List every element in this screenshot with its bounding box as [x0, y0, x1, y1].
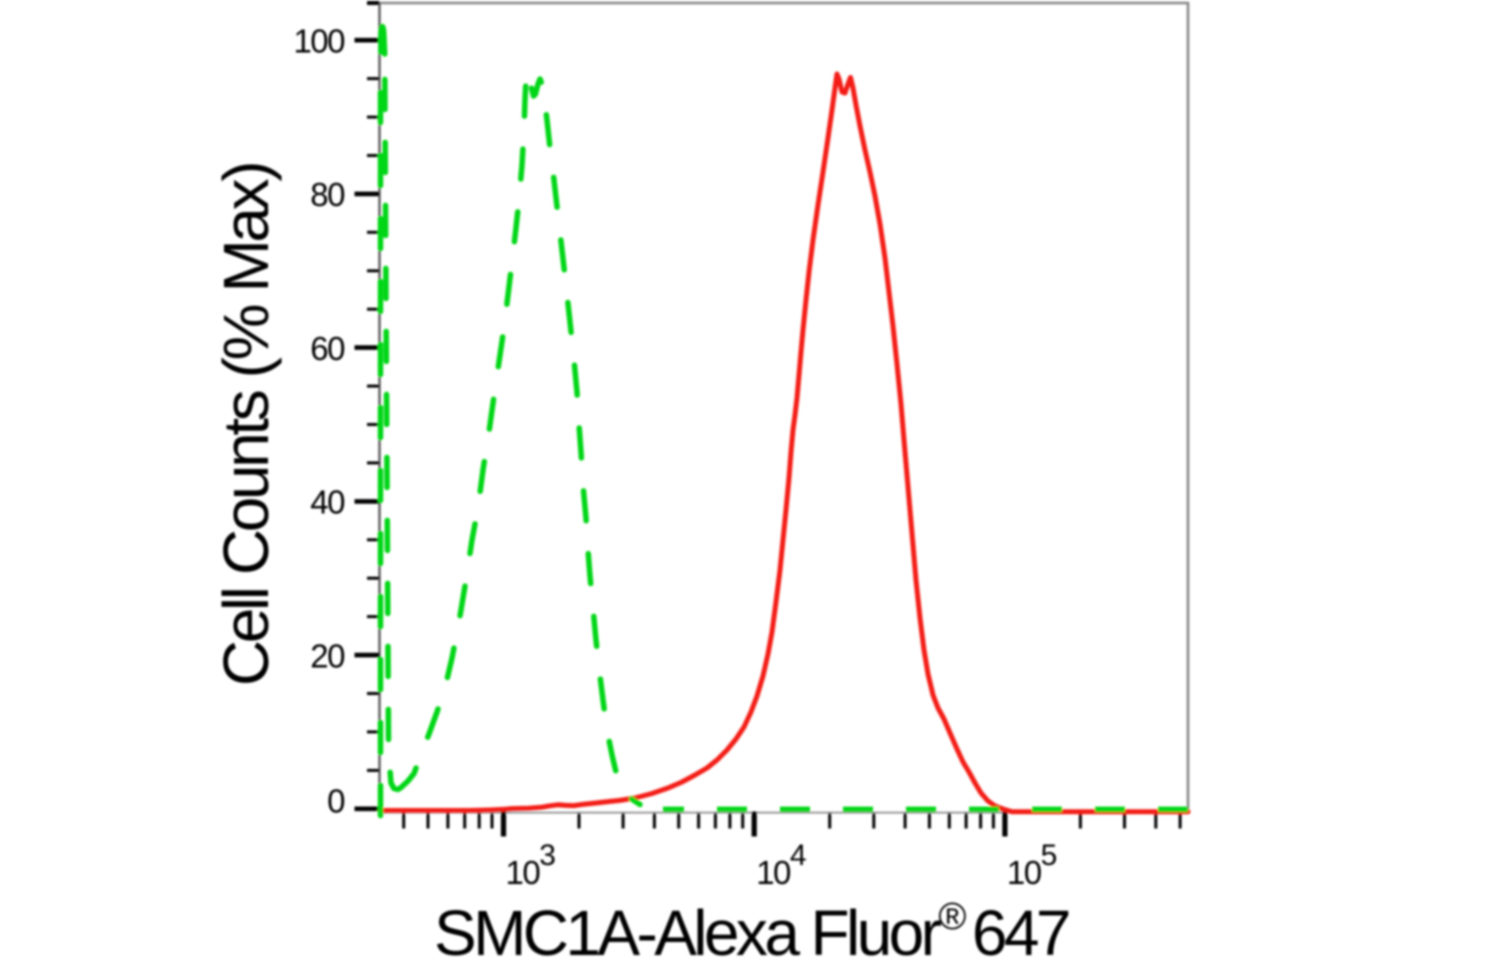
svg-text:0: 0	[327, 783, 345, 820]
svg-text:80: 80	[310, 176, 345, 213]
svg-text:100: 100	[293, 23, 345, 60]
svg-text:40: 40	[310, 484, 345, 521]
svg-text:60: 60	[310, 330, 345, 367]
svg-text:Cell Counts (% Max): Cell Counts (% Max)	[210, 164, 282, 686]
svg-text:SMC1A-Alexa Fluor® 647: SMC1A-Alexa Fluor® 647	[434, 896, 1069, 962]
svg-text:20: 20	[310, 637, 345, 674]
